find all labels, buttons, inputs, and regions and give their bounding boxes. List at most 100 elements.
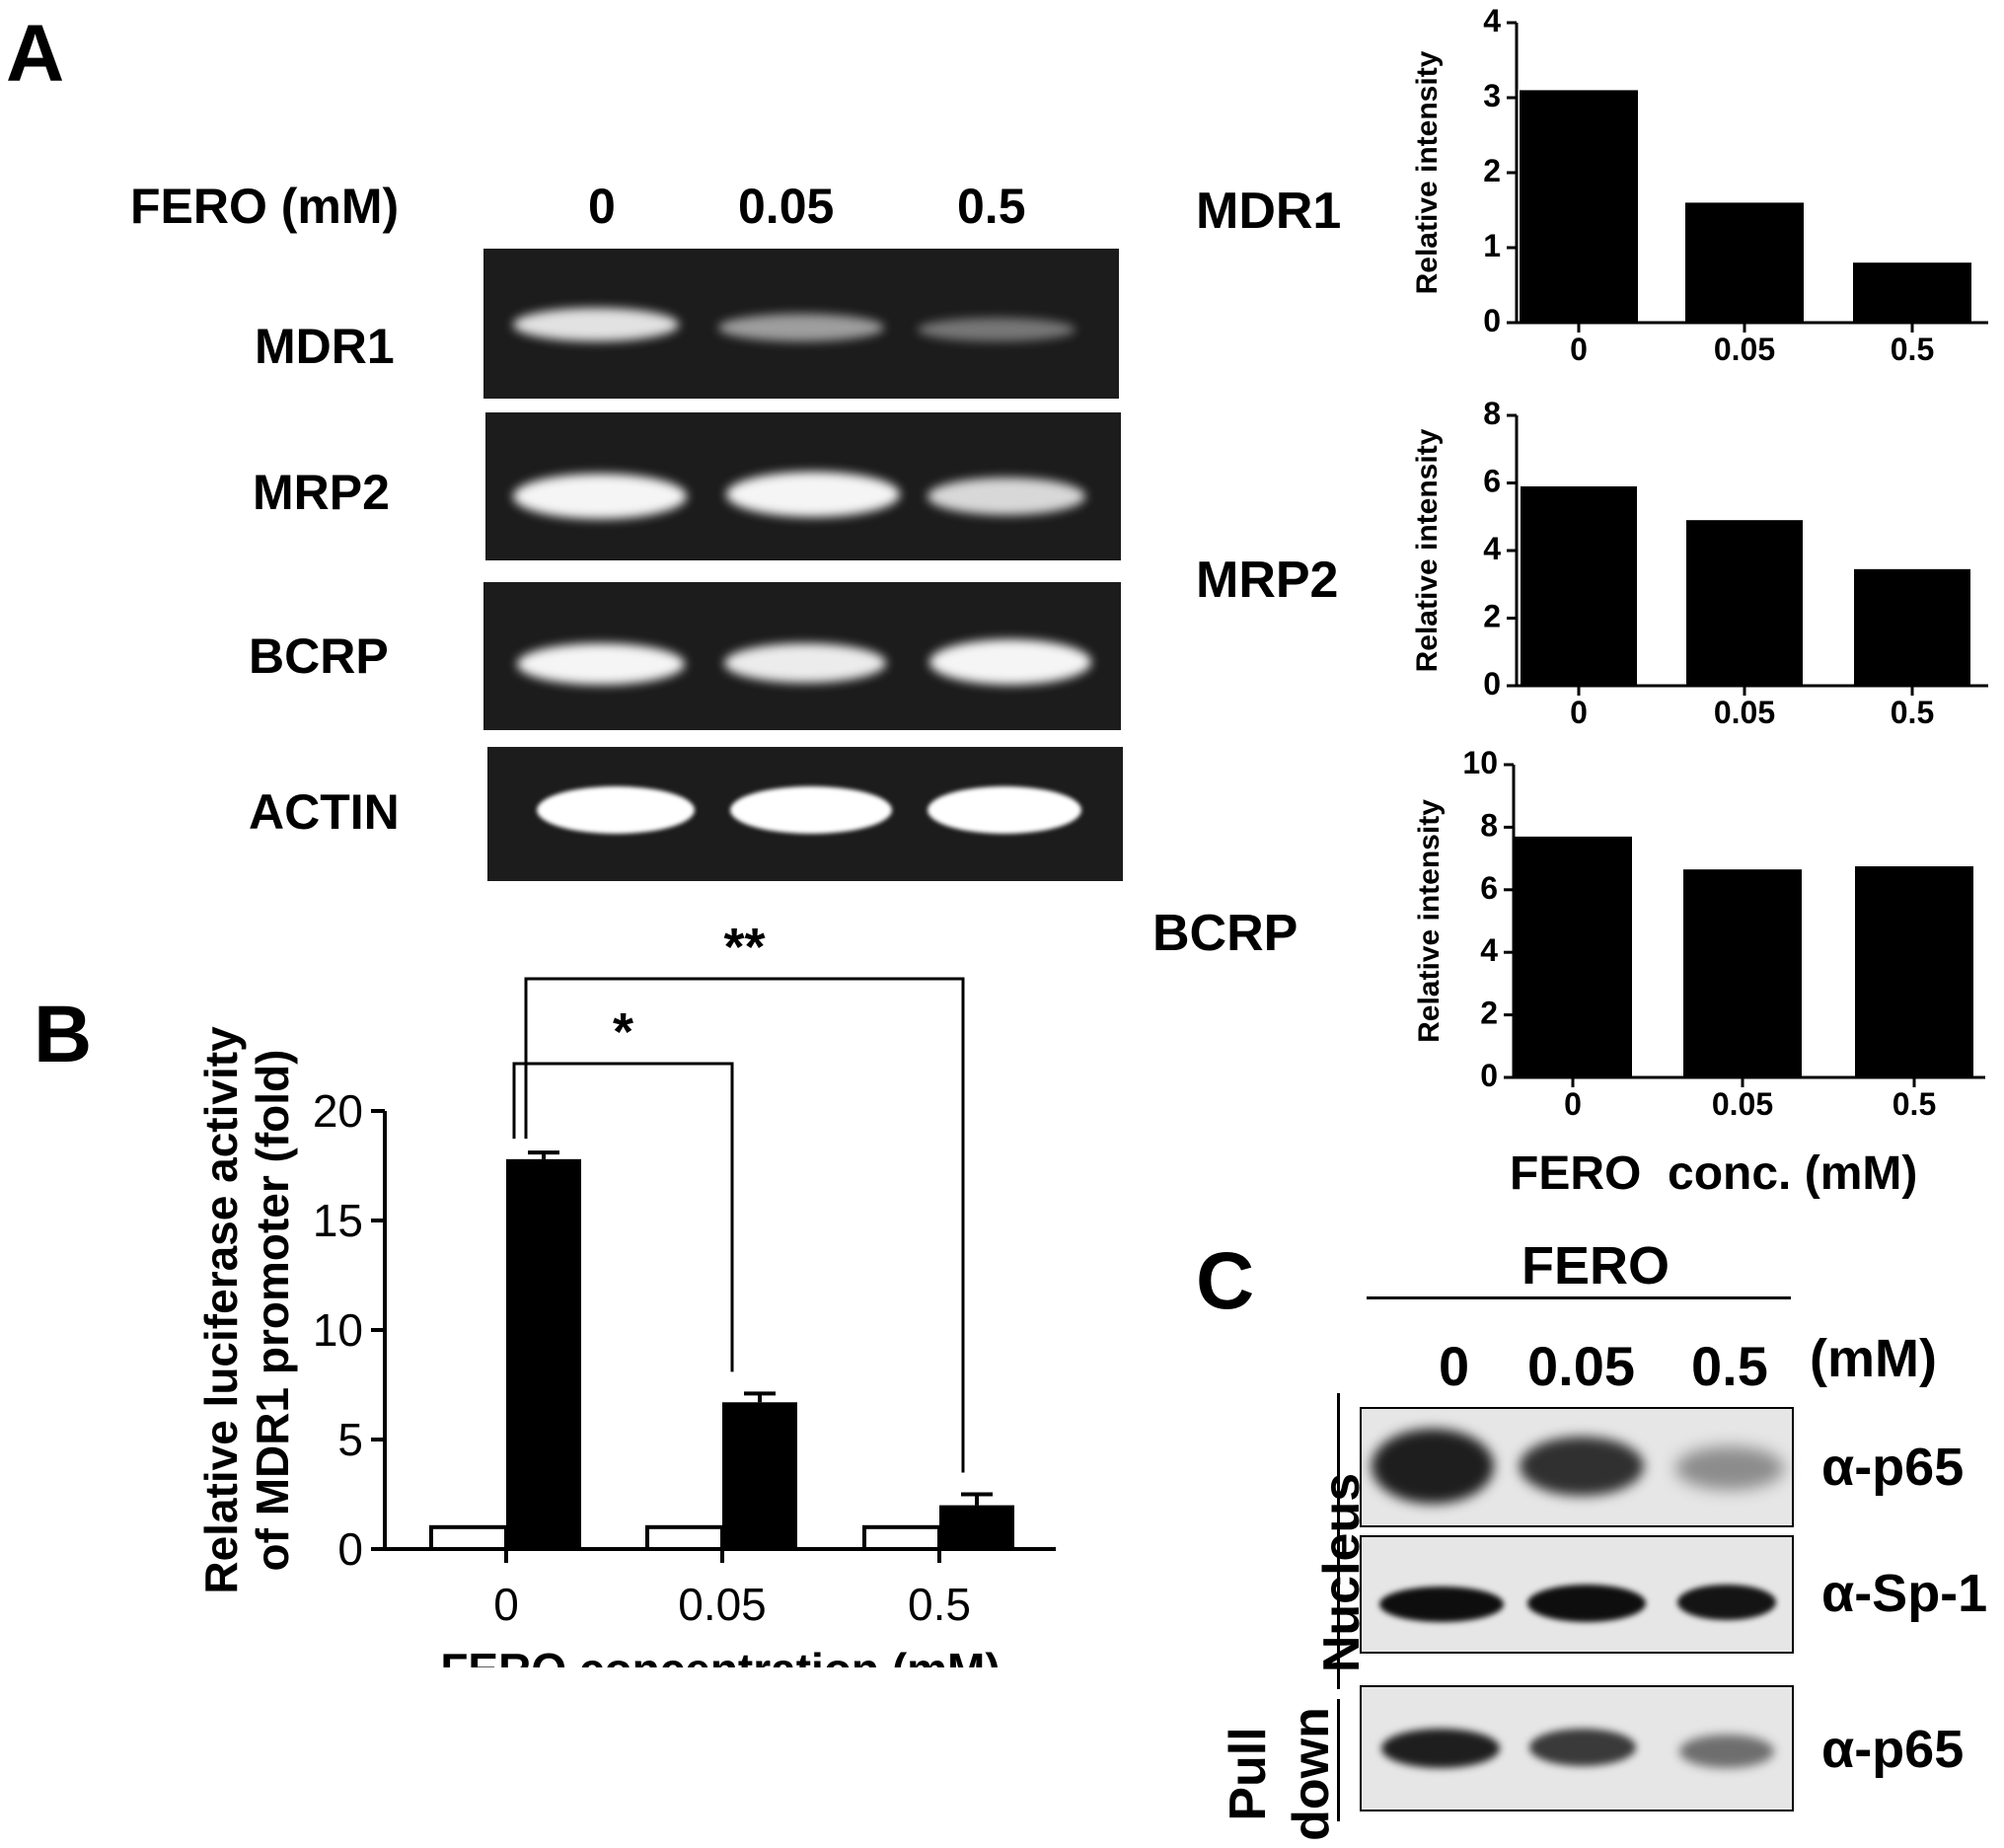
chart-label-bcrp: BCRP — [1152, 905, 1299, 962]
luc-ytick-label: 0 — [337, 1523, 363, 1575]
luc-ytick-label: 15 — [313, 1195, 363, 1246]
mdr1-bar-0 — [1520, 90, 1638, 324]
luc-sig-bracket-1 — [524, 977, 965, 1473]
luc-bar-white-2 — [862, 1524, 941, 1551]
mrp2-ytick-label: 8 — [1483, 396, 1501, 431]
mrp2-ytick-label: 6 — [1483, 464, 1501, 499]
band-actin-2 — [928, 786, 1081, 834]
row-label-actin: ACTIN — [249, 784, 400, 840]
mdr1-bar-2 — [1853, 262, 1971, 323]
row-label-mdr1: MDR1 — [255, 319, 395, 374]
gel-bcrp — [483, 582, 1121, 730]
bcrp-ylabel: Relative intensity — [1413, 799, 1446, 1043]
luc-bar-black-1 — [722, 1402, 797, 1549]
shared-xlabel: FERO conc. (mM) — [1510, 1147, 1918, 1200]
chart-label-mrp2: MRP2 — [1196, 552, 1339, 609]
blot-band-p65-1 — [1520, 1437, 1644, 1496]
mdr1-xtick-label: 0.05 — [1714, 332, 1775, 367]
blot-lane-0-05: 0.05 — [1527, 1335, 1635, 1397]
luc-ylabel-line1: Relative luciferase activity — [195, 1026, 247, 1594]
mrp2-ytick-label: 2 — [1483, 599, 1501, 634]
mdr1-xtick-label: 0 — [1570, 332, 1588, 367]
blot-band-p65-0 — [1372, 1429, 1494, 1504]
bcrp-ytick-label: 10 — [1462, 745, 1498, 780]
group-line-nucleus — [1337, 1393, 1340, 1689]
bcrp-ytick-label: 2 — [1480, 996, 1498, 1031]
bcrp-bar-1 — [1683, 869, 1802, 1077]
mrp2-bar-0 — [1521, 485, 1637, 686]
band-mdr1-0 — [513, 308, 679, 341]
luc-xtick-label: 0.05 — [678, 1579, 767, 1630]
luc-ylabel-line2: of MDR1 promoter (fold) — [247, 1050, 298, 1572]
bcrp-ytick-label: 0 — [1480, 1058, 1498, 1093]
mdr1-ytick-label: 4 — [1483, 3, 1501, 38]
fero-header-label: FERO (mM) — [130, 179, 400, 234]
panel-label-a: A — [6, 9, 65, 99]
gel-mdr1 — [483, 249, 1119, 399]
mrp2-xtick-label: 0 — [1570, 695, 1588, 730]
bcrp-bar-0 — [1514, 836, 1632, 1077]
chart-mrp2: 0 2 4 6 8 0 0.05 0.5 Relative intensity — [1411, 396, 1988, 730]
band-actin-0 — [537, 786, 695, 834]
luc-bar-black-2 — [939, 1505, 1014, 1549]
mdr1-ytick-label: 0 — [1483, 303, 1501, 338]
blot-p65-pulldown — [1360, 1685, 1794, 1811]
chart-label-mdr1: MDR1 — [1196, 183, 1342, 240]
antibody-label-p65-pulldown: α-p65 — [1821, 1720, 1965, 1779]
luc-bar-black-0 — [506, 1158, 581, 1549]
blot-p65-nucleus — [1360, 1407, 1794, 1527]
band-mrp2-2 — [928, 478, 1085, 515]
mrp2-ytick-label: 0 — [1483, 666, 1501, 702]
lane-label-0-5: 0.5 — [957, 179, 1026, 234]
luc-ytick-label: 10 — [313, 1304, 363, 1356]
blot-unit: (mM) — [1810, 1329, 1937, 1388]
bcrp-ytick-label: 6 — [1480, 870, 1498, 906]
group-label-down: down — [1283, 1707, 1340, 1841]
blot-band-pull-1 — [1529, 1729, 1636, 1766]
luc-bar-white-0 — [429, 1524, 508, 1551]
luc-ytick-label: 20 — [313, 1085, 363, 1137]
row-label-mrp2: MRP2 — [253, 465, 390, 520]
band-mdr1-2 — [918, 318, 1076, 341]
mrp2-xtick-label: 0.5 — [1891, 695, 1934, 730]
mrp2-xtick-label: 0.05 — [1714, 695, 1775, 730]
mdr1-ylabel: Relative intensity — [1411, 50, 1444, 294]
blot-lane-0-5: 0.5 — [1691, 1335, 1768, 1397]
row-label-bcrp: BCRP — [249, 628, 389, 684]
band-mdr1-1 — [718, 314, 884, 341]
mrp2-ytick-label: 4 — [1483, 531, 1501, 566]
luc-bar-white-1 — [645, 1524, 724, 1551]
panel-label-c: C — [1196, 1236, 1255, 1326]
blot-band-sp1-2 — [1677, 1585, 1776, 1620]
band-mrp2-0 — [513, 474, 687, 519]
bcrp-bar-2 — [1855, 866, 1973, 1077]
blot-band-pull-2 — [1679, 1735, 1774, 1768]
mdr1-xtick-label: 0.5 — [1891, 332, 1934, 367]
antibody-label-p65: α-p65 — [1821, 1438, 1965, 1497]
luc-sig-label-0: * — [613, 1002, 633, 1062]
blot-band-sp1-1 — [1527, 1585, 1646, 1622]
blot-sp1-nucleus — [1360, 1535, 1794, 1654]
bcrp-xtick-label: 0.05 — [1712, 1086, 1773, 1120]
band-actin-1 — [730, 786, 892, 834]
blot-band-pull-0 — [1381, 1729, 1500, 1768]
bcrp-ytick-label: 8 — [1480, 807, 1498, 843]
band-bcrp-1 — [724, 643, 886, 683]
gel-mrp2 — [485, 412, 1121, 560]
luc-xlabel: FERO concentration (mM) — [440, 1644, 1000, 1667]
mdr1-ytick-label: 2 — [1483, 153, 1501, 188]
bcrp-xtick-label: 0.5 — [1893, 1086, 1936, 1120]
bcrp-ytick-label: 4 — [1480, 932, 1498, 968]
mrp2-bar-2 — [1854, 568, 1970, 686]
lane-label-0-05: 0.05 — [738, 179, 835, 234]
mrp2-ylabel: Relative intensity — [1411, 428, 1444, 672]
chart-bcrp: 0 2 4 6 8 10 0 0.05 0.5 Relative intensity — [1413, 745, 1985, 1120]
blot-header-fero: FERO — [1522, 1236, 1670, 1295]
group-label-pull: Pull — [1220, 1727, 1277, 1821]
chart-mdr1: 0 1 2 3 4 0 0.05 0.5 Relative intensity — [1411, 3, 1988, 367]
luc-xtick-label: 0 — [493, 1579, 519, 1630]
gel-actin — [487, 747, 1123, 881]
luc-sig-bracket-0 — [512, 1062, 734, 1372]
group-line-pulldown — [1337, 1699, 1340, 1821]
